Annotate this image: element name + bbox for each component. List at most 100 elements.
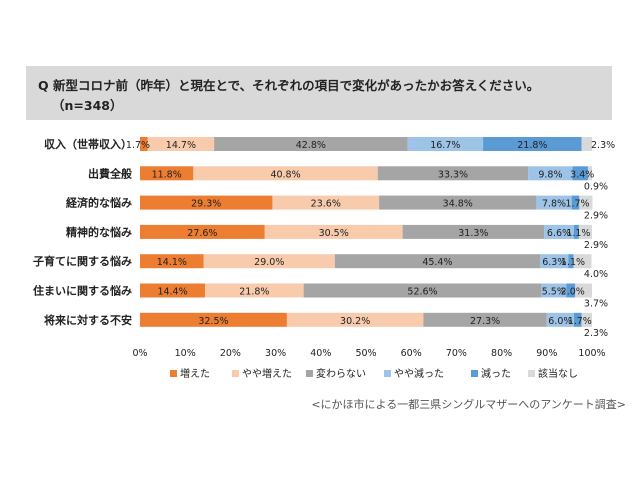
bar-segment: [205, 283, 304, 298]
data-label: 32.5%: [198, 316, 228, 327]
category-label: 子育てに関する悩み: [33, 254, 132, 268]
bar-segment: [303, 283, 542, 298]
bar-segment: [140, 195, 273, 210]
data-label: 7.8%: [542, 199, 566, 210]
legend-swatch: [384, 370, 391, 377]
x-tick-label: 30%: [265, 348, 286, 359]
data-label: 6.6%: [547, 228, 571, 239]
bar-segment: [566, 283, 576, 298]
bar-segment: [572, 166, 588, 181]
data-label: 5.5%: [542, 287, 566, 298]
bar-segment: [528, 166, 573, 181]
legend-label: やや増えた: [242, 367, 292, 380]
category-label: 精神的な悩み: [66, 225, 132, 239]
x-tick-label: 0%: [132, 348, 147, 359]
data-label: 3.4%: [570, 169, 594, 180]
data-label: 3.7%: [584, 299, 608, 310]
legend-label: 減った: [481, 367, 511, 380]
legend-label: やや減った: [394, 367, 444, 380]
data-label: 1.1%: [566, 228, 590, 239]
data-label: 2.0%: [561, 287, 585, 298]
bar-segment: [573, 312, 582, 327]
data-label: 30.2%: [340, 316, 370, 327]
category-label: 住まいに関する悩み: [33, 284, 132, 298]
data-label: 0.9%: [584, 181, 608, 192]
question-text: 新型コロナ前（昨年）と現在とで、それぞれの項目で変化があったかお答えください。: [53, 78, 540, 93]
bar-segment: [407, 137, 484, 151]
x-tick-label: 70%: [446, 348, 467, 359]
legend-label: 該当なし: [538, 367, 578, 380]
x-tick-label: 60%: [401, 348, 422, 359]
category-label: 将来に対する不安: [44, 313, 132, 327]
data-label: 1.7%: [568, 316, 592, 327]
data-label: 2.3%: [584, 328, 608, 339]
data-label: 21.8%: [517, 140, 547, 151]
data-label: 30.5%: [319, 228, 349, 239]
bar-segment: [544, 224, 574, 239]
data-label: 23.6%: [311, 199, 341, 210]
data-label: 21.8%: [239, 287, 269, 298]
x-tick-label: 10%: [175, 348, 196, 359]
legend-swatch: [471, 370, 478, 377]
data-label: 45.4%: [422, 257, 452, 268]
data-label: 11.8%: [152, 169, 182, 180]
data-label: 42.8%: [296, 140, 326, 151]
legend-swatch: [170, 370, 177, 377]
bar-segment: [140, 166, 194, 181]
bar-segment: [579, 195, 593, 210]
bar-segment: [571, 195, 580, 210]
bar-segment: [568, 254, 574, 269]
data-label: 31.3%: [458, 228, 488, 239]
sample-size: （n=348）: [52, 98, 123, 113]
bar-segment: [377, 166, 529, 181]
data-label: 6.0%: [548, 316, 572, 327]
legend-label: 増えた: [180, 367, 210, 380]
question-box: Q 新型コロナ前（昨年）と現在とで、それぞれの項目で変化があったかお答えください…: [26, 66, 612, 120]
data-label: 29.0%: [254, 257, 284, 268]
data-label: 1.1%: [561, 257, 585, 268]
data-label: 27.6%: [187, 228, 217, 239]
question-prefix: Q: [38, 78, 49, 93]
data-label: 40.8%: [270, 169, 300, 180]
source-note: <にかほ市による一都三県シングルマザーへのアンケート調査>: [311, 398, 626, 411]
bar-segment: [214, 137, 408, 151]
bar-segment: [581, 312, 592, 327]
stacked-bar-chart: 収入（世帯収入） 1.7% 14.7% 42.8% 16.7% 21.8% 2.3% 出費全般…: [33, 137, 615, 380]
bar-segment: [272, 195, 380, 210]
category-label: 出費全般: [88, 166, 132, 180]
bar-segment: [423, 312, 547, 327]
data-label: 6.3%: [542, 257, 566, 268]
bar-segment: [147, 137, 215, 151]
data-label: 1.7%: [565, 199, 589, 210]
x-tick-label: 80%: [491, 348, 512, 359]
data-label: 33.3%: [438, 169, 468, 180]
data-label: 14.1%: [157, 257, 187, 268]
bar-segment: [587, 166, 592, 181]
bar-segment: [203, 254, 335, 269]
legend-swatch: [232, 370, 239, 377]
category-label: 収入（世帯収入）: [44, 137, 132, 151]
legend-swatch: [528, 370, 535, 377]
bar-segment: [402, 224, 545, 239]
x-tick-label: 20%: [220, 348, 241, 359]
bar-segment: [536, 195, 572, 210]
bar-segment: [140, 137, 148, 151]
bar-segment: [286, 312, 424, 327]
x-tick-label: 40%: [310, 348, 331, 359]
bar-segment: [140, 254, 204, 269]
data-label: 2.9%: [584, 240, 608, 251]
x-tick-label: 50%: [355, 348, 376, 359]
bar-segment: [581, 137, 592, 151]
question-text-line: Q 新型コロナ前（昨年）と現在とで、それぞれの項目で変化があったかお答えください…: [38, 75, 539, 94]
x-tick-label: 100%: [578, 348, 605, 359]
bar-segment: [140, 283, 206, 298]
bar-segment: [379, 195, 537, 210]
data-label: 14.7%: [166, 140, 196, 151]
data-label: 16.7%: [430, 140, 460, 151]
data-label: 4.0%: [584, 269, 608, 280]
bar-segment: [540, 254, 569, 269]
bar-segment: [573, 224, 579, 239]
data-label: 52.6%: [407, 287, 437, 298]
data-label: 34.8%: [443, 199, 473, 210]
bar-segment: [575, 283, 592, 298]
